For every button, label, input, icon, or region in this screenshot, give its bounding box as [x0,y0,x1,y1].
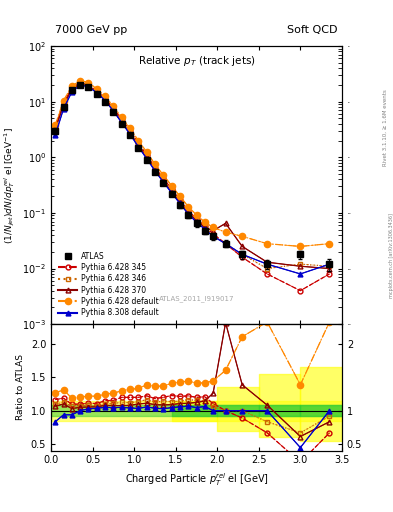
Text: Relative $p_T$ (track jets): Relative $p_T$ (track jets) [138,54,255,69]
Text: Soft QCD: Soft QCD [288,25,338,35]
Text: 7000 GeV pp: 7000 GeV pp [55,25,127,35]
Text: ATLAS_2011_I919017: ATLAS_2011_I919017 [159,295,234,302]
Text: mcplots.cern.ch [arXiv:1306.3436]: mcplots.cern.ch [arXiv:1306.3436] [389,214,393,298]
Text: Rivet 3.1.10, ≥ 1.6M events: Rivet 3.1.10, ≥ 1.6M events [383,90,387,166]
Y-axis label: $(1/N_{jet})dN/dp^{rel}_{T}$ el [GeV$^{-1}$]: $(1/N_{jet})dN/dp^{rel}_{T}$ el [GeV$^{-… [2,126,17,244]
Legend: ATLAS, Pythia 6.428 345, Pythia 6.428 346, Pythia 6.428 370, Pythia 6.428 defaul: ATLAS, Pythia 6.428 345, Pythia 6.428 34… [55,249,162,321]
Y-axis label: Ratio to ATLAS: Ratio to ATLAS [16,354,25,420]
X-axis label: Charged Particle $p^{rel}_{T}$ el [GeV]: Charged Particle $p^{rel}_{T}$ el [GeV] [125,471,268,488]
Bar [51,401,342,421]
Bar [51,406,342,416]
